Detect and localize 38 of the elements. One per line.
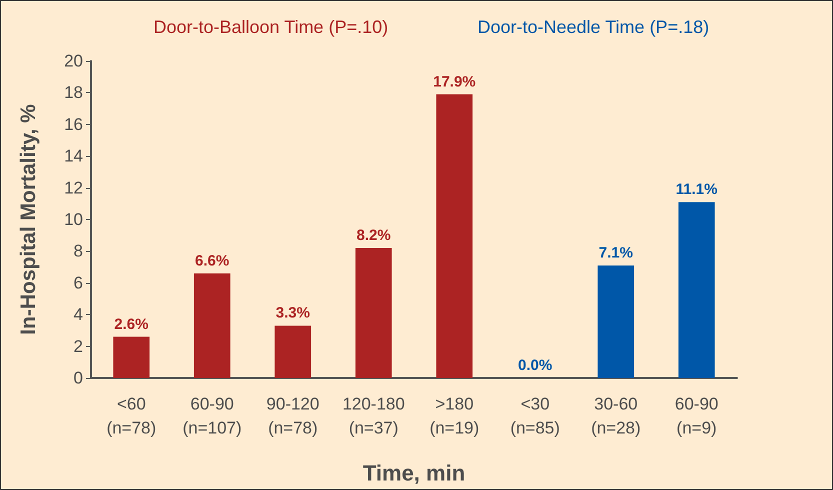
y-tick-label: 14: [64, 146, 83, 166]
y-tick-label: 16: [64, 114, 83, 134]
x-tick-label: 90-120 (n=78): [266, 394, 320, 438]
x-tick-label: 60-90 (n=107): [182, 394, 242, 438]
y-axis-title: In-Hospital Mortality, %: [17, 104, 40, 335]
x-tick-label: <60 (n=78): [106, 394, 156, 438]
data-label: 0.0%: [518, 357, 552, 374]
data-label: 7.1%: [598, 244, 633, 262]
bar: [678, 202, 715, 378]
y-tick-label: 4: [74, 305, 83, 324]
bar: [113, 336, 150, 378]
y-tick-label: 2: [74, 336, 83, 356]
data-label: 17.9%: [433, 73, 476, 90]
x-tick-label: 120-180 (n=37): [342, 394, 405, 438]
y-tick-label: 10: [64, 210, 83, 229]
bar: [598, 265, 634, 378]
bar: [194, 273, 230, 378]
x-tick-label: 60-90 (n=9): [674, 394, 718, 438]
x-tick-label: <30 (n=85): [510, 394, 560, 438]
x-tick-label: 30-60 (n=28): [591, 394, 641, 438]
text: Door-to-Balloon Time (P=.10): [154, 17, 388, 37]
data-label: 2.6%: [114, 316, 148, 333]
y-tick-label: 8: [74, 242, 83, 261]
x-axis-title: Time, min: [362, 460, 466, 486]
x-tick-label: >180 (n=19): [430, 394, 480, 438]
text: Door-to-Needle Time (P=.18): [478, 17, 710, 37]
bar: [436, 94, 473, 378]
y-tick-label: 0: [74, 368, 83, 388]
data-label: 11.1%: [676, 181, 718, 198]
bar: [274, 326, 312, 378]
y-tick-label: 12: [64, 178, 83, 198]
data-label: 3.3%: [276, 304, 310, 322]
y-tick-label: 18: [64, 83, 83, 102]
y-tick-label: 6: [74, 273, 83, 292]
data-label: 8.2%: [356, 227, 391, 244]
bar: [355, 248, 392, 378]
y-tick-label: 20: [64, 52, 83, 70]
data-label: 6.6%: [195, 252, 230, 270]
